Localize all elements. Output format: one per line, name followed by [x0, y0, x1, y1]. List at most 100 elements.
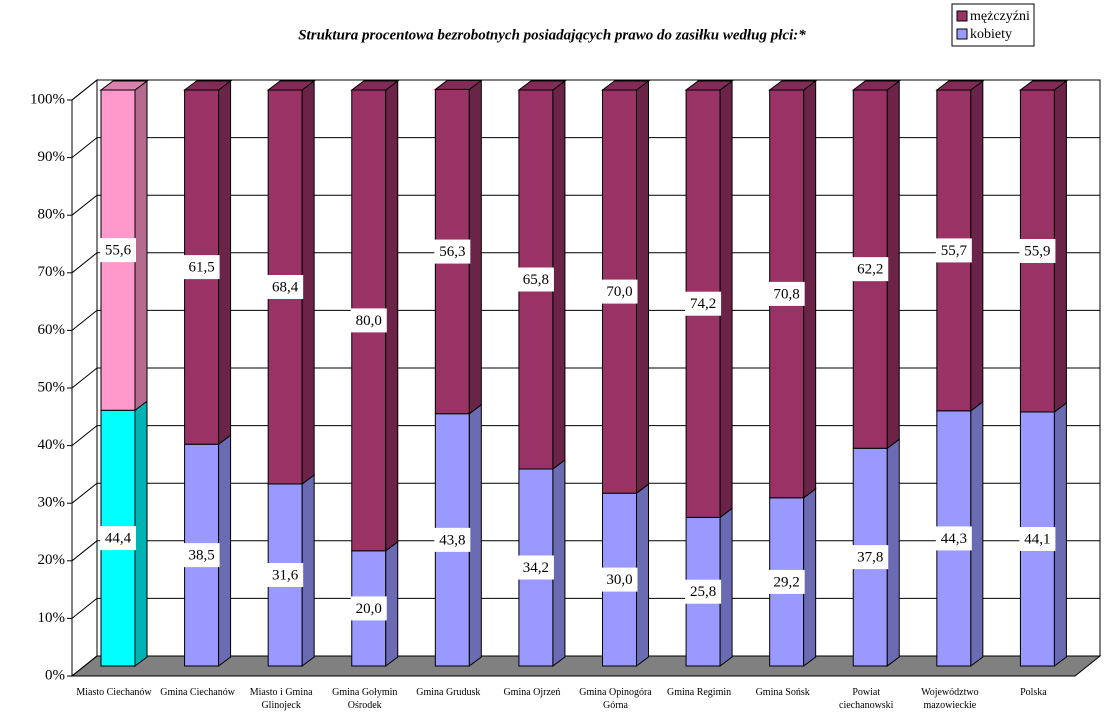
bar-side [1053, 80, 1067, 413]
grid-line [71, 79, 1100, 101]
bar-top [851, 80, 901, 91]
legend-label: mężczyźni [970, 9, 1030, 24]
bar-side [468, 79, 482, 415]
legend-swatch [956, 10, 968, 22]
bar-side [134, 80, 148, 412]
x-tick-label: Polska [1020, 687, 1047, 698]
value-label: 70,8 [774, 286, 800, 302]
y-tick-label: 0% [45, 667, 65, 683]
bar-side [552, 80, 566, 471]
value-label: 44,1 [1024, 531, 1050, 547]
bar-side [803, 80, 817, 499]
value-label-box [1019, 238, 1056, 263]
bar-top [1018, 80, 1068, 91]
bar-top [433, 79, 483, 90]
y-tick-label: 90% [38, 149, 66, 165]
value-label: 65,8 [523, 272, 549, 288]
value-label-box [935, 238, 972, 263]
bar-side [134, 400, 148, 667]
bar-side [552, 459, 566, 667]
value-label-box [1019, 526, 1056, 551]
value-label: 44,3 [941, 531, 967, 547]
bar-side [886, 438, 900, 667]
bar-top [350, 80, 400, 91]
chart-title: Struktura procentowa bezrobotnych posiad… [298, 27, 806, 43]
value-label-box [267, 274, 304, 299]
value-label-box [183, 255, 220, 280]
grid-line [71, 252, 1100, 274]
legend-swatch [956, 28, 968, 40]
value-label: 34,2 [523, 560, 549, 576]
bar-side [719, 507, 733, 667]
value-label: 55,6 [105, 243, 132, 259]
y-tick-label: 50% [38, 379, 66, 395]
value-label-box [685, 291, 722, 316]
value-label: 20,0 [356, 601, 382, 617]
value-label-box [768, 281, 805, 306]
grid-line [71, 655, 1100, 677]
value-label: 74,2 [690, 296, 716, 312]
bar-top [684, 80, 734, 91]
value-label: 70,0 [606, 284, 632, 300]
y-tick-label: 80% [38, 207, 66, 223]
x-tick-label: Gmina Ciechanów [160, 687, 235, 698]
value-label: 56,3 [439, 244, 465, 260]
y-tick-label: 10% [38, 610, 66, 626]
value-label-box [183, 543, 220, 568]
x-tick-label: Gmina Regimin [666, 687, 732, 698]
bar-top [517, 80, 567, 91]
value-label-box [100, 238, 136, 263]
y-tick-label: 70% [38, 264, 66, 280]
value-label: 29,2 [774, 574, 800, 590]
grid-line [71, 482, 1100, 504]
y-tick-label: 100% [30, 91, 65, 107]
x-tick-label: Miasto i Gmina Glinojeck [249, 687, 313, 711]
x-tick-label: Gmina Opinogóra Górna [579, 687, 652, 711]
value-label-box [768, 569, 805, 594]
bar-side [218, 80, 232, 446]
bar-side [1053, 401, 1067, 667]
legend-label: kobiety [970, 27, 1012, 42]
value-label: 61,5 [188, 260, 214, 276]
x-tick-label: Gmina Ojrzeń [503, 687, 561, 698]
bar-top [601, 80, 650, 91]
bar-side [636, 80, 649, 495]
value-label-box [685, 579, 722, 604]
y-tick-label: 40% [38, 437, 66, 453]
bar-side [385, 540, 399, 667]
bar-top [183, 80, 233, 91]
bar-side [886, 80, 900, 450]
value-label-box [517, 267, 554, 292]
x-tick-label: Miasto Ciechanów [76, 687, 152, 698]
value-label: 80,0 [356, 313, 382, 329]
value-label: 43,8 [439, 532, 465, 548]
value-label-box [517, 555, 554, 580]
bar-side [719, 80, 733, 519]
value-label: 37,8 [857, 550, 883, 566]
value-label-box [100, 526, 136, 551]
bar-top [935, 80, 985, 91]
bar-side [468, 403, 482, 667]
x-tick-label: Gmina Sońsk [755, 687, 810, 698]
value-label-box [935, 526, 972, 551]
value-label-box [350, 308, 387, 333]
grid-line [71, 425, 1100, 446]
y-tick-label: 20% [38, 552, 66, 568]
bar-side [218, 434, 232, 667]
value-label-box [852, 257, 889, 282]
value-label-box [852, 545, 889, 570]
x-tick-label: Województwo mazowieckie [921, 687, 979, 711]
x-tick-label: Gmina Gołymin Ośrodek [332, 687, 398, 711]
value-label: 68,4 [272, 279, 299, 295]
bar-side [301, 80, 315, 485]
value-label: 31,6 [272, 567, 299, 583]
bar-side [636, 483, 649, 667]
bar-side [970, 80, 984, 412]
value-label: 30,0 [606, 572, 632, 588]
bar-side [301, 473, 315, 667]
value-label: 38,5 [188, 548, 214, 564]
value-label-box [434, 239, 471, 264]
bar-top [266, 80, 316, 91]
value-label-box [350, 596, 387, 621]
